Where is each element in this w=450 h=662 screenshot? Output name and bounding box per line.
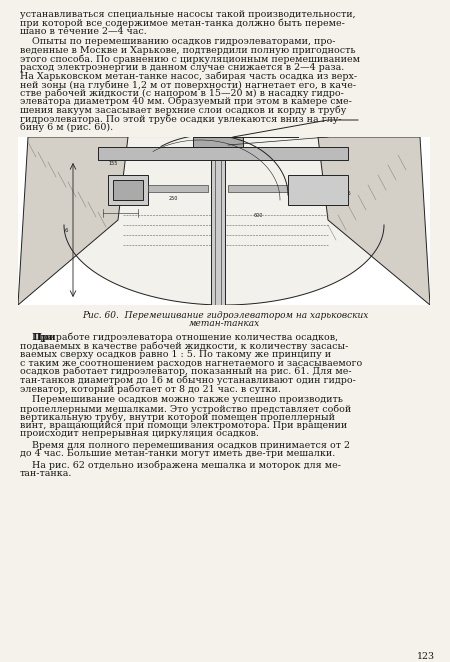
Text: При: При xyxy=(20,333,56,342)
Text: шано в течение 2—4 час.: шано в течение 2—4 час. xyxy=(20,27,147,36)
Text: тан-танка.: тан-танка. xyxy=(20,469,72,479)
Text: вертикальную трубу, внутри которой помещен пропеллерный: вертикальную трубу, внутри которой помещ… xyxy=(20,412,335,422)
Polygon shape xyxy=(288,175,348,205)
Text: при которой все содержимое метан-танка должно быть переме-: при которой все содержимое метан-танка д… xyxy=(20,19,345,28)
Text: этого способа. По сравнению с циркуляционным перемешиванием: этого способа. По сравнению с циркуляцио… xyxy=(20,54,360,64)
Text: подаваемых в качестве рабочей жидкости, к количеству засасы-: подаваемых в качестве рабочей жидкости, … xyxy=(20,342,348,351)
Text: до 4 час. Большие метан-танки могут иметь две-три мешалки.: до 4 час. Большие метан-танки могут имет… xyxy=(20,449,335,459)
Text: с таким же соотношением расходов нагнетаемого и засасываемого: с таким же соотношением расходов нагнета… xyxy=(20,359,362,367)
Text: веденные в Москве и Харькове, подтвердили полную пригодность: веденные в Москве и Харькове, подтвердил… xyxy=(20,46,356,55)
Polygon shape xyxy=(211,137,225,305)
Text: расход электроэнергии в данном случае снижается в 2—4 раза.: расход электроэнергии в данном случае сн… xyxy=(20,63,344,72)
Polygon shape xyxy=(318,137,430,305)
Text: стве рабочей жидкости (с напором в 15—20 м) в насадку гидро-: стве рабочей жидкости (с напором в 15—20… xyxy=(20,89,344,98)
Text: происходит непрерывная циркуляция осадков.: происходит непрерывная циркуляция осадко… xyxy=(20,430,259,438)
Text: На Харьковском метан-танке насос, забирая часть осадка из верх-: На Харьковском метан-танке насос, забира… xyxy=(20,71,357,81)
Text: элеватор, который работает от 8 до 21 час. в сутки.: элеватор, который работает от 8 до 21 ча… xyxy=(20,384,281,393)
Polygon shape xyxy=(113,180,143,200)
Text: винт, вращающийся при помощи электромотора. При вращении: винт, вращающийся при помощи электромото… xyxy=(20,421,347,430)
Text: шения вакуум засасывает верхние слои осадков и корду в трубу: шения вакуум засасывает верхние слои оса… xyxy=(20,105,346,115)
Polygon shape xyxy=(18,137,430,305)
Text: гидроэлеватора. По этой трубе осадки увлекаются вниз на глу-: гидроэлеватора. По этой трубе осадки увл… xyxy=(20,114,342,124)
Text: элеватора диаметром 40 мм. Образуемый при этом в камере сме-: элеватора диаметром 40 мм. Образуемый пр… xyxy=(20,97,352,107)
Text: Перемешивание осадков можно также успешно производить: Перемешивание осадков можно также успешн… xyxy=(20,395,343,404)
Polygon shape xyxy=(148,185,208,192)
Polygon shape xyxy=(98,147,348,160)
Text: ней зоны (на глубине 1,2 м от поверхности) нагнетает его, в каче-: ней зоны (на глубине 1,2 м от поверхност… xyxy=(20,80,356,89)
Text: устанавливаться специальные насосы такой производительности,: устанавливаться специальные насосы такой… xyxy=(20,10,356,19)
Text: 6: 6 xyxy=(64,228,68,232)
Text: бину 6 м (рис. 60).: бину 6 м (рис. 60). xyxy=(20,122,113,132)
Text: Время для полного перемешивания осадков принимается от 2: Время для полного перемешивания осадков … xyxy=(20,441,350,450)
Text: осадков работает гидроэлеватор, показанный на рис. 61. Для ме-: осадков работает гидроэлеватор, показанн… xyxy=(20,367,351,377)
Text: 4,5: 4,5 xyxy=(344,191,352,196)
Polygon shape xyxy=(193,137,243,147)
Text: пропеллерными мешалками. Это устройство представляет собой: пропеллерными мешалками. Это устройство … xyxy=(20,404,351,414)
Polygon shape xyxy=(228,185,288,192)
Text: 123: 123 xyxy=(417,652,435,661)
Text: 250: 250 xyxy=(168,196,178,201)
Polygon shape xyxy=(108,175,148,205)
Text: 156: 156 xyxy=(213,171,223,176)
Text: Опыты по перемешиванию осадков гидроэлеваторами, про-: Опыты по перемешиванию осадков гидроэлев… xyxy=(20,38,336,46)
Text: На рис. 62 отдельно изображена мешалка и моторок для ме-: На рис. 62 отдельно изображена мешалка и… xyxy=(20,461,341,471)
Text: тан-танков диаметром до 16 м обычно устанавливают один гидро-: тан-танков диаметром до 16 м обычно уста… xyxy=(20,375,356,385)
Polygon shape xyxy=(64,137,384,305)
Text: метан-танках: метан-танках xyxy=(189,320,261,328)
Text: При работе гидроэлеватора отношение количества осадков,: При работе гидроэлеватора отношение коли… xyxy=(20,333,338,342)
Polygon shape xyxy=(18,137,128,305)
Text: ваемых сверху осадков равно 1 : 5. По такому же принципу и: ваемых сверху осадков равно 1 : 5. По та… xyxy=(20,350,331,359)
Text: Рис. 60.  Перемешивание гидроэлеватором на харьковских: Рис. 60. Перемешивание гидроэлеватором н… xyxy=(82,311,368,320)
Text: 155: 155 xyxy=(108,161,118,166)
Text: 600: 600 xyxy=(253,213,263,218)
